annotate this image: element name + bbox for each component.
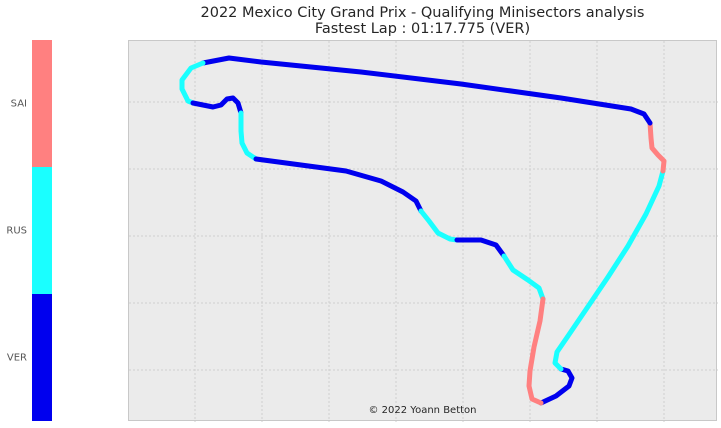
minisector-ver-3 [200, 55, 653, 126]
track-plot-area [128, 40, 718, 422]
minisector-rus-4 [179, 60, 206, 106]
colorbar-segment-rus [32, 167, 52, 294]
colorbar-label-rus: RUS [6, 225, 27, 237]
colorbar-segment-ver [32, 294, 52, 421]
colorbar-label-sai: SAI [10, 98, 27, 110]
colorbar-label-ver: VER [6, 352, 27, 364]
driver-colorbar [32, 40, 52, 421]
minisector-rus-6 [238, 110, 259, 162]
minisector-rus-10 [501, 253, 546, 302]
minisector-rus-8 [418, 208, 460, 243]
track-map [129, 41, 718, 422]
minisector-ver-5 [190, 95, 244, 116]
minisector-sai-2 [647, 120, 667, 174]
copyright-credit: © 2022 Yoann Betton [368, 405, 477, 416]
minisector-ver-9 [454, 237, 507, 259]
chart-title: 2022 Mexico City Grand Prix - Qualifying… [200, 5, 645, 21]
minisector-ver-0 [538, 366, 575, 406]
chart-subtitle: Fastest Lap : 01:17.775 (VER) [314, 21, 531, 37]
minisector-sai-11 [526, 296, 546, 406]
colorbar-segment-sai [32, 40, 52, 167]
minisector-ver-7 [253, 156, 424, 214]
minisector-rus-1 [552, 168, 666, 372]
